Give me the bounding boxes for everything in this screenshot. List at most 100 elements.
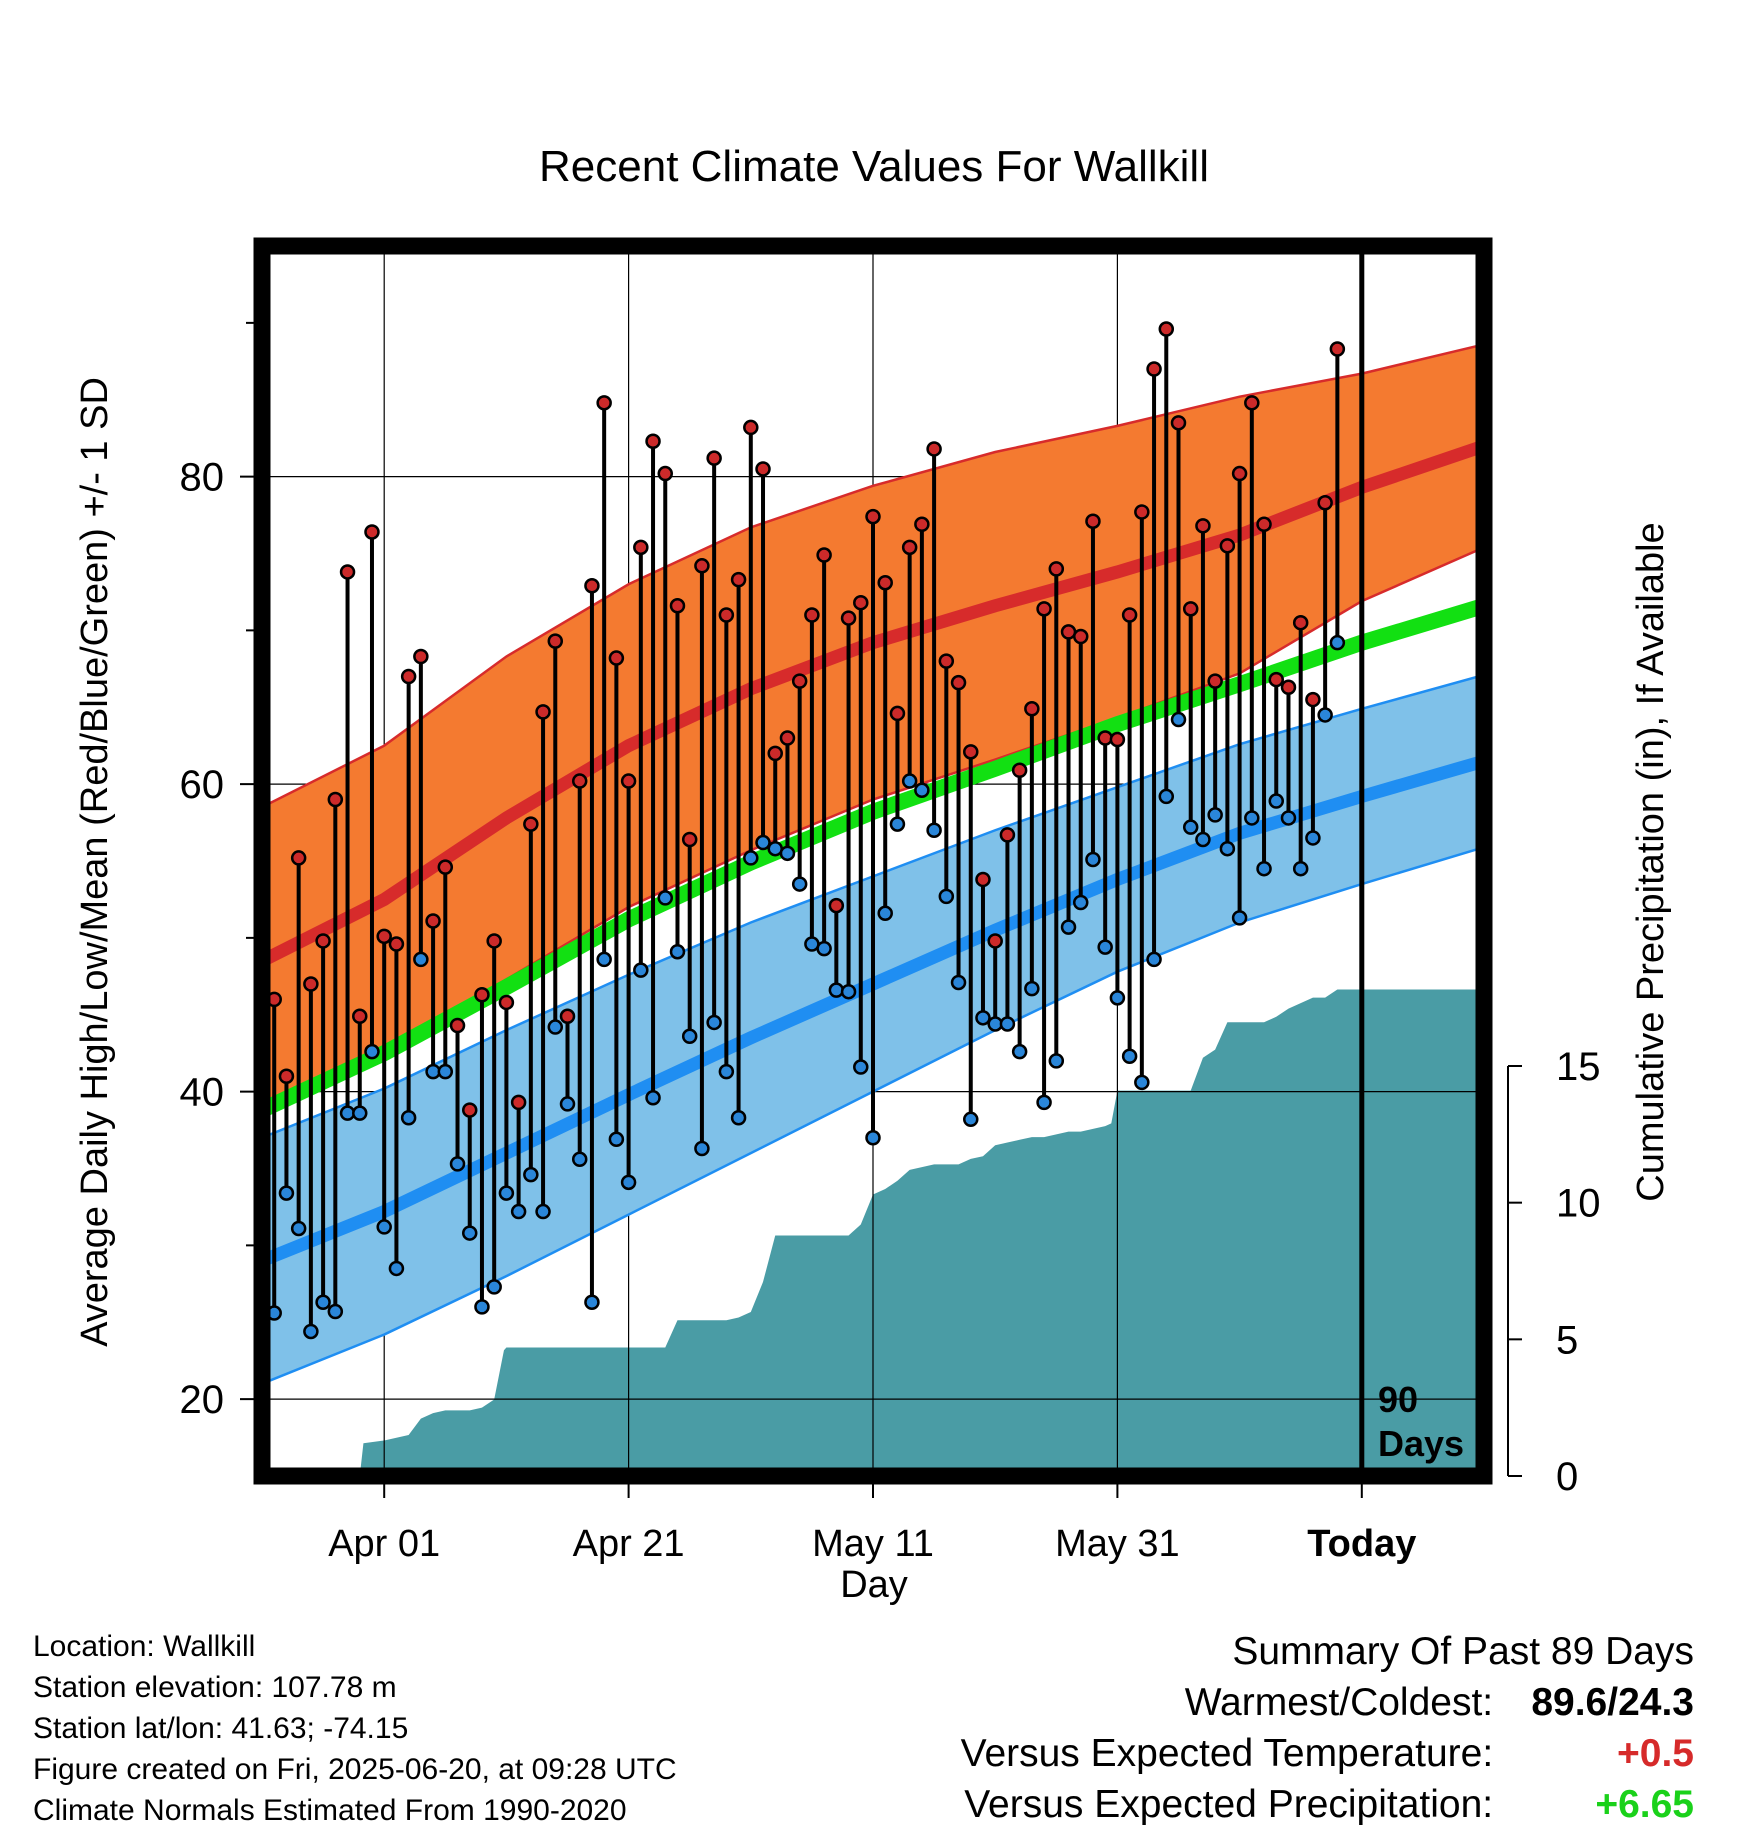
high-point-12 (400, 668, 417, 685)
low-point-62 (1011, 1043, 1028, 1060)
low-point-36 (694, 1140, 710, 1157)
high-point-28 (596, 395, 612, 411)
high-point-65 (1048, 561, 1065, 577)
high-point-13 (413, 648, 429, 665)
low-point-72 (1134, 1074, 1150, 1091)
high-point-72 (1134, 504, 1150, 520)
x-tick-label-3: May 31 (1055, 1523, 1180, 1565)
low-point-44 (791, 876, 808, 892)
high-point-4 (303, 976, 319, 992)
low-point-15 (437, 1063, 454, 1080)
high-point-23 (535, 704, 551, 720)
low-point-8 (352, 1105, 368, 1121)
low-point-67 (1072, 894, 1089, 911)
high-point-87 (1317, 495, 1333, 511)
low-point-56 (938, 888, 955, 905)
high-point-60 (987, 933, 1003, 949)
low-point-4 (303, 1323, 319, 1340)
low-point-65 (1048, 1053, 1065, 1069)
high-point-57 (950, 674, 967, 691)
temp-label: Versus Expected Temperature: (960, 1732, 1494, 1775)
x-tick-label-4: Today (1307, 1523, 1416, 1565)
high-point-82 (1256, 516, 1272, 533)
low-point-10 (376, 1219, 392, 1235)
high-point-10 (376, 928, 392, 945)
high-point-52 (889, 705, 906, 722)
high-point-53 (901, 539, 918, 556)
high-point-71 (1121, 607, 1138, 623)
high-point-30 (620, 773, 637, 789)
high-point-80 (1231, 465, 1248, 482)
y-left-axis: 20 40 60 80 (180, 321, 254, 1422)
y-right-tick-label-1: 5 (1556, 1318, 1578, 1362)
station-info: Location: Wallkill Station elevation: 10… (33, 1626, 677, 1831)
low-point-73 (1146, 951, 1162, 968)
y-left-tick-label-3: 80 (180, 456, 225, 500)
high-point-88 (1329, 341, 1346, 357)
high-point-35 (681, 831, 698, 848)
high-point-26 (571, 773, 588, 789)
summary-title: Summary Of Past 89 Days (1232, 1630, 1694, 1673)
y-right-tick-label-0: 0 (1556, 1455, 1578, 1499)
low-point-74 (1158, 788, 1175, 805)
high-point-49 (853, 594, 869, 611)
low-point-55 (926, 822, 942, 838)
low-point-86 (1305, 830, 1321, 846)
high-point-83 (1268, 671, 1285, 688)
high-point-85 (1292, 614, 1309, 631)
high-point-48 (840, 610, 857, 626)
low-point-6 (327, 1303, 344, 1320)
high-point-3 (290, 850, 307, 866)
high-point-33 (657, 465, 674, 482)
low-point-84 (1280, 810, 1297, 826)
high-point-29 (608, 650, 625, 666)
high-point-37 (706, 450, 722, 466)
low-point-35 (681, 1028, 698, 1045)
x-tick-label-2: May 11 (812, 1523, 934, 1565)
plot-frame (253, 237, 1493, 1485)
normals-note-text: Climate Normals Estimated From 1990-2020 (33, 1794, 627, 1827)
low-point-69 (1097, 939, 1113, 955)
latlon-text: Station lat/lon: 41.63; -74.15 (33, 1712, 409, 1745)
low-point-82 (1256, 860, 1272, 877)
high-point-81 (1244, 395, 1260, 411)
low-point-49 (853, 1059, 869, 1075)
y-right-axis-label: Cumulative Precipitation (in), If Availa… (1630, 522, 1672, 1201)
low-point-89 (1343, 0, 1356, 7)
low-point-40 (743, 850, 759, 866)
high-point-73 (1146, 361, 1162, 377)
high-point-79 (1219, 538, 1236, 554)
high-point-22 (523, 816, 539, 832)
created-text: Figure created on Fri, 2025-06-20, at 09… (33, 1753, 677, 1786)
low-point-34 (669, 943, 686, 960)
y-left-tick-label-0: 20 (180, 1378, 225, 1422)
observations (262, 0, 1356, 1340)
low-point-21 (510, 1203, 527, 1220)
low-point-59 (975, 1010, 991, 1026)
high-point-63 (1024, 701, 1040, 717)
high-point-17 (461, 1102, 478, 1118)
low-point-76 (1182, 819, 1199, 835)
high-point-55 (926, 441, 942, 457)
low-point-3 (290, 1220, 307, 1237)
low-point-17 (461, 1225, 478, 1241)
high-point-45 (804, 607, 820, 623)
high-point-21 (510, 1094, 527, 1111)
low-point-64 (1036, 1094, 1052, 1111)
low-point-66 (1060, 919, 1077, 935)
low-point-23 (535, 1203, 551, 1220)
high-point-84 (1280, 679, 1297, 696)
high-point-70 (1109, 731, 1126, 748)
y-left-axis-label: Average Daily High/Low/Mean (Red/Blue/Gr… (74, 377, 116, 1347)
low-point-54 (914, 782, 930, 799)
location-text: Location: Wallkill (33, 1630, 256, 1663)
low-point-12 (400, 1110, 417, 1126)
x-tick-label-0: Apr 01 (328, 1523, 440, 1565)
high-point-34 (669, 598, 686, 614)
high-point-61 (999, 827, 1016, 843)
high-point-19 (486, 933, 502, 949)
y-left-tick-label-1: 40 (180, 1071, 225, 1115)
low-point-13 (413, 951, 429, 968)
high-point-39 (730, 571, 747, 588)
high-point-76 (1182, 601, 1199, 617)
